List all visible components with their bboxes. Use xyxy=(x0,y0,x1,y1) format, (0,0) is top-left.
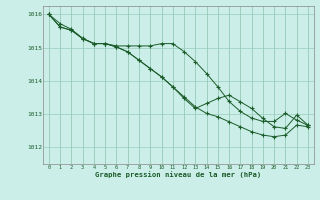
X-axis label: Graphe pression niveau de la mer (hPa): Graphe pression niveau de la mer (hPa) xyxy=(95,171,261,178)
